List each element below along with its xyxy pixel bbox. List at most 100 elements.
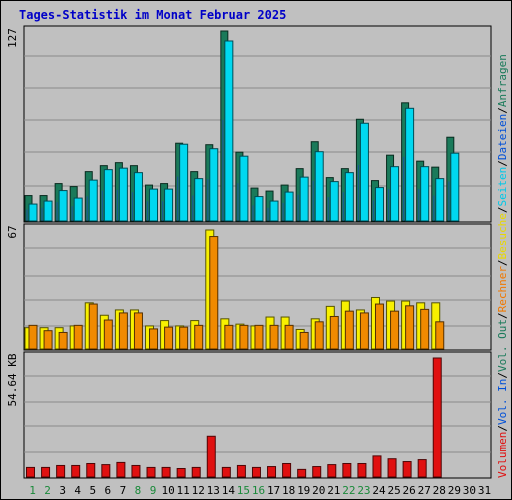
volume-bar-day-1 — [26, 466, 35, 478]
legend-item-seiten: Seiten — [496, 167, 509, 207]
x-tick-label-day-30: 30 — [463, 484, 476, 497]
sites-bar-day-13 — [209, 236, 219, 350]
legend-item-dateien: Dateien — [496, 114, 509, 160]
volume-bar-day-11 — [176, 468, 186, 478]
legend-item-besuche: Besuche — [496, 213, 509, 259]
x-tick-label-day-23: 23 — [357, 484, 370, 497]
right-legend: Volumen/Vol. In/Vol. Out/Rechner/Besuche… — [496, 54, 509, 478]
volume-bar-day-18 — [282, 462, 292, 478]
legend-item-vol-out: Vol. Out — [496, 319, 509, 372]
legend-item-vol-in: Vol. In — [496, 379, 509, 425]
sites-bar-day-20 — [314, 321, 324, 350]
legend-separator: / — [496, 312, 509, 319]
files-bar-day-14 — [224, 40, 234, 222]
files-bar-day-7 — [118, 167, 128, 222]
files-bar-day-18 — [284, 191, 294, 222]
chart-title: Tages-Statistik im Monat Februar 2025 — [19, 8, 287, 22]
sites-bar-day-24 — [374, 303, 384, 350]
volume-bar-day-8 — [131, 464, 141, 478]
sites-bar-day-16 — [254, 324, 264, 350]
volume-bar-day-19 — [297, 468, 307, 478]
sites-bar-day-27 — [420, 308, 430, 350]
volume-bar-day-24 — [372, 455, 382, 478]
x-tick-label-day-20: 20 — [312, 484, 325, 497]
legend-separator: / — [496, 160, 509, 167]
x-tick-label-day-15: 15 — [237, 484, 250, 497]
files-bar-day-24 — [374, 187, 384, 222]
sites-bar-day-12 — [194, 324, 204, 350]
x-tick-label-day-14: 14 — [222, 484, 236, 497]
volume-bar-day-16 — [251, 466, 261, 478]
sites-bar-day-5 — [88, 303, 98, 350]
volume-bar-day-17 — [267, 466, 277, 478]
volume-bar-day-5 — [86, 462, 96, 478]
files-bar-day-22 — [344, 172, 354, 222]
files-bar-day-8 — [133, 172, 143, 222]
x-tick-label-day-27: 27 — [418, 484, 431, 497]
legend-separator: / — [496, 259, 509, 266]
files-bar-day-25 — [390, 166, 400, 222]
sites-bar-day-7 — [118, 312, 128, 350]
volume-bar-day-7 — [116, 461, 126, 478]
sites-bar-day-18 — [284, 324, 294, 350]
x-tick-label-day-6: 6 — [105, 484, 112, 497]
x-tick-label-day-13: 13 — [207, 484, 220, 497]
volume-bar-day-20 — [312, 466, 322, 478]
x-tick-label-day-21: 21 — [327, 484, 340, 497]
legend-item-anfragen: Anfragen — [496, 54, 509, 107]
files-bar-day-17 — [269, 200, 279, 222]
files-bar-day-15 — [239, 155, 249, 222]
volume-bar-day-2 — [41, 466, 51, 478]
x-tick-label-day-16: 16 — [252, 484, 265, 497]
sites-bar-day-15 — [239, 324, 249, 350]
sites-bar-day-14 — [224, 324, 234, 350]
files-bar-day-4 — [73, 197, 83, 222]
files-bar-day-26 — [405, 107, 415, 222]
x-tick-label-day-17: 17 — [267, 484, 280, 497]
volume-bar-day-22 — [342, 462, 352, 478]
x-tick-label-day-8: 8 — [135, 484, 142, 497]
sites-bar-day-17 — [269, 324, 279, 350]
volume-bar-day-3 — [56, 464, 66, 478]
files-bar-day-11 — [179, 143, 189, 222]
sites-bar-day-11 — [179, 326, 189, 350]
sites-bar-day-21 — [329, 315, 339, 350]
files-bar-day-9 — [149, 188, 159, 222]
y-max-label-panel-3: 54.64 KB — [6, 353, 19, 406]
legend-separator: / — [496, 425, 509, 432]
volume-bar-day-15 — [236, 464, 246, 478]
volume-bar-day-26 — [402, 461, 412, 478]
files-bar-day-3 — [58, 190, 68, 222]
x-tick-label-day-10: 10 — [161, 484, 174, 497]
sites-bar-day-3 — [58, 331, 68, 350]
x-tick-label-day-25: 25 — [387, 484, 400, 497]
volume-bar-day-4 — [71, 464, 81, 478]
files-bar-day-13 — [209, 148, 219, 222]
panel-3-area — [23, 351, 492, 479]
volume-bar-day-21 — [327, 464, 337, 478]
files-bar-day-16 — [254, 196, 264, 222]
files-bar-day-1 — [28, 203, 38, 222]
files-bar-day-28 — [435, 178, 445, 222]
legend-separator: / — [496, 107, 509, 114]
x-tick-label-day-9: 9 — [150, 484, 157, 497]
x-tick-label-day-19: 19 — [297, 484, 310, 497]
volume-bar-day-12 — [191, 466, 201, 478]
y-max-label-panel-1: 127 — [6, 28, 19, 48]
x-tick-label-day-1: 1 — [29, 484, 36, 497]
sites-bar-day-4 — [73, 324, 83, 350]
volume-bar-day-6 — [101, 464, 111, 478]
files-bar-day-2 — [43, 200, 53, 222]
sites-bar-day-8 — [133, 312, 143, 350]
x-tick-label-day-24: 24 — [372, 484, 386, 497]
files-bar-day-23 — [359, 122, 369, 222]
sites-bar-day-22 — [344, 310, 354, 350]
files-bar-day-5 — [88, 179, 98, 222]
files-bar-day-19 — [299, 176, 309, 222]
files-bar-day-27 — [420, 166, 430, 222]
files-bar-day-6 — [103, 169, 113, 222]
x-tick-label-day-26: 26 — [403, 484, 416, 497]
files-bar-day-20 — [314, 151, 324, 222]
files-bar-day-10 — [164, 188, 174, 222]
